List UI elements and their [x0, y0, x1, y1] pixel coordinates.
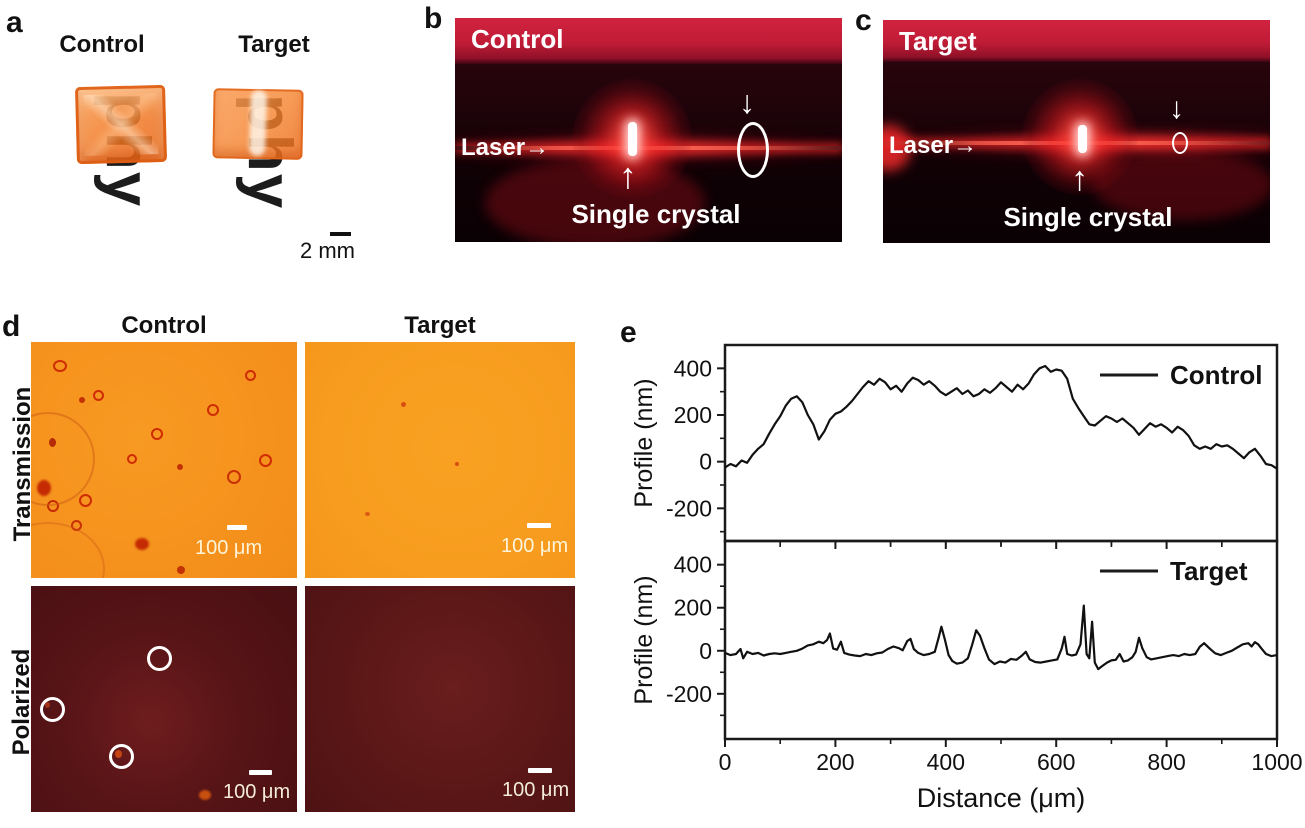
defect-blob	[199, 790, 211, 800]
panel-d-col-control: Control	[121, 312, 207, 339]
defect-circle	[147, 646, 172, 671]
scale-bar	[527, 523, 551, 528]
defect-blob	[79, 397, 85, 403]
down-arrow-icon: ↓	[739, 84, 755, 120]
defect-blob	[93, 390, 104, 401]
up-arrow-icon: ↑	[1071, 160, 1088, 198]
scale-bar-label: 100 μm	[501, 535, 569, 557]
defect-blob	[53, 360, 67, 372]
single-crystal-label: Single crystal	[1003, 202, 1173, 232]
defect-blob	[207, 404, 219, 416]
panel-a-control-header: Control	[59, 31, 145, 58]
profile-trace-control	[724, 364, 1278, 470]
up-arrow-icon: ↑	[619, 155, 637, 196]
laser-photo-control: Control Laser→ ↑ Single crystal ↓	[455, 18, 842, 242]
defect-blob	[45, 702, 50, 708]
defect-blob	[401, 402, 406, 407]
y-tick-label: 0	[699, 638, 712, 664]
defect-ellipse	[1172, 132, 1188, 154]
down-arrow-icon: ↓	[1169, 92, 1184, 125]
micrograph-polarized-target: 100 μm	[305, 586, 575, 812]
defect-blob	[135, 538, 149, 550]
defect-blob	[151, 428, 163, 440]
defect-blob	[259, 454, 272, 467]
micrograph-polarized-control: 100 μm	[31, 586, 297, 812]
defect-blob	[79, 494, 92, 507]
y-tick-label: 0	[699, 449, 712, 475]
y-tick-label: -200	[666, 681, 712, 707]
scale-bar	[227, 525, 247, 530]
x-tick-label: 600	[1037, 749, 1075, 775]
panel-d-col-target: Target	[404, 312, 476, 339]
y-tick-label: 400	[674, 355, 712, 381]
defect-blob	[127, 454, 137, 464]
scale-bar-label: 100 μm	[195, 537, 263, 559]
defect-blob	[365, 512, 370, 516]
defect-blob	[245, 370, 256, 381]
bright-band	[455, 18, 842, 64]
panel-c-label: c	[855, 4, 872, 37]
single-crystal-spot	[628, 122, 637, 156]
scale-bar	[528, 768, 552, 773]
panel-a-target-header: Target	[238, 31, 310, 58]
defect-ellipse	[737, 122, 769, 178]
scale-bar-a	[330, 232, 351, 236]
legend-label: Target	[1170, 556, 1248, 586]
y-tick-label: 400	[674, 552, 712, 578]
defect-circle	[40, 697, 65, 722]
legend-label: Control	[1170, 360, 1262, 390]
panel-a-label: a	[6, 6, 23, 39]
bright-band	[883, 20, 1270, 62]
scale-bar	[249, 770, 272, 775]
y-tick-label: 200	[674, 595, 712, 621]
defect-circle	[109, 744, 134, 769]
defect-blob	[455, 462, 459, 466]
y-tick-label: -200	[666, 495, 712, 521]
single-crystal-spot	[1078, 125, 1087, 153]
scale-bar-label: 100 μm	[223, 781, 291, 803]
photo-title: Control	[471, 24, 564, 54]
laser-photo-target: Target Laser→ ↑ Single crystal ↓	[883, 20, 1270, 243]
micrograph-transmission-target: 100 μm	[305, 342, 575, 578]
scale-bar-label: 100 μm	[502, 779, 570, 801]
scale-bar-a-label: 2 mm	[300, 238, 355, 263]
defect-blob	[177, 566, 185, 574]
x-tick-label: 1000	[1251, 749, 1302, 775]
x-tick-label: 400	[927, 749, 965, 775]
single-crystal-label: Single crystal	[571, 199, 741, 229]
panel-d-label: d	[2, 310, 21, 343]
y-axis-title: Profile (nm)	[630, 575, 658, 704]
x-tick-label: 800	[1147, 749, 1185, 775]
x-tick-label: 200	[816, 749, 854, 775]
laser-label: Laser→	[889, 132, 978, 159]
x-axis-title: Distance (μm)	[917, 783, 1086, 813]
x-tick-label: 0	[719, 749, 732, 775]
laser-label: Laser→	[461, 134, 550, 161]
panel-e-label: e	[620, 316, 637, 349]
micrograph-transmission-control: 100 μm	[31, 342, 297, 578]
defect-blob	[115, 750, 122, 758]
profile-trace-target	[724, 604, 1278, 671]
y-tick-label: 200	[674, 402, 712, 428]
panel-b-label: b	[424, 2, 443, 35]
photo-title: Target	[899, 26, 977, 56]
y-axis-title: Profile (nm)	[630, 378, 658, 507]
defect-blob	[177, 464, 183, 470]
defect-blob	[227, 470, 241, 484]
